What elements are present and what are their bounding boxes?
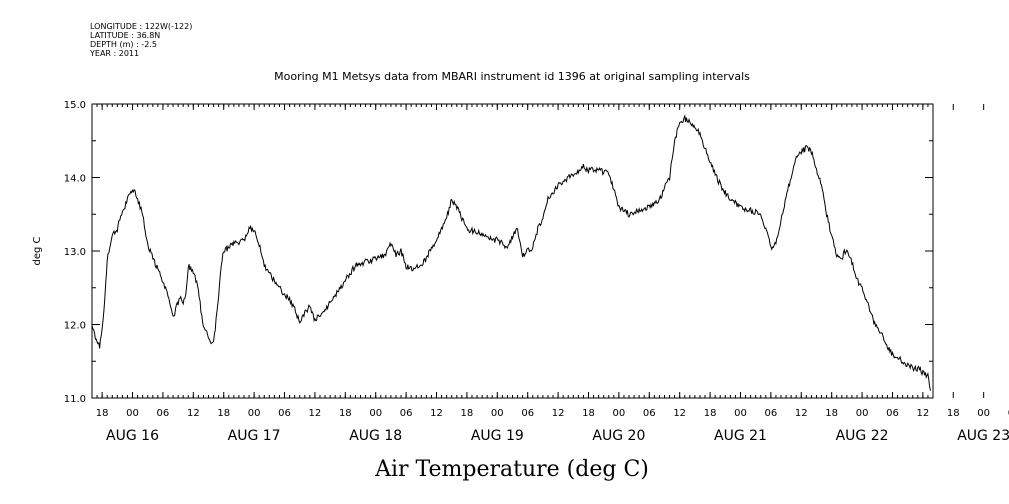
x-hour-label: 00 bbox=[491, 408, 504, 419]
y-tick-label: 12.0 bbox=[64, 321, 86, 332]
x-hour-label: 12 bbox=[552, 408, 565, 419]
x-hour-label: 00 bbox=[126, 408, 139, 419]
meta-longitude: LONGITUDE : 122W(-122) bbox=[90, 22, 192, 31]
y-tick-label: 13.0 bbox=[64, 247, 86, 258]
x-hour-label: 00 bbox=[248, 408, 261, 419]
x-hour-label: 06 bbox=[278, 408, 291, 419]
x-hour-label: 18 bbox=[461, 408, 474, 419]
x-hour-label: 18 bbox=[582, 408, 595, 419]
x-hour-label: 12 bbox=[673, 408, 686, 419]
x-axis-label: Air Temperature (deg C) bbox=[374, 457, 649, 482]
x-hour-label: 06 bbox=[643, 408, 656, 419]
meta-year: YEAR : 2011 bbox=[89, 49, 139, 58]
x-day-label: AUG 17 bbox=[228, 428, 281, 444]
x-axis-ticks: 18 00 06 12 18 00 06 12 18 00 06 12 18 00 06 12 18 00 06 12… bbox=[91, 104, 1009, 444]
x-hour-label: 00 bbox=[613, 408, 626, 419]
x-day-label: AUG 19 bbox=[471, 428, 524, 444]
x-hour-label: 18 bbox=[704, 408, 717, 419]
x-hour-label: 12 bbox=[795, 408, 808, 419]
x-hour-label: 00 bbox=[977, 408, 990, 419]
x-hour-label: 18 bbox=[217, 408, 230, 419]
y-axis-label: deg C bbox=[32, 236, 43, 265]
y-axis-ticks: 11.0 12.0 13.0 14.0 15.0 bbox=[64, 100, 933, 405]
x-hour-label: 00 bbox=[856, 408, 869, 419]
series-line-layer bbox=[91, 114, 931, 391]
x-hour-label: 06 bbox=[157, 408, 170, 419]
meta-latitude: LATITUDE : 36.8N bbox=[90, 31, 160, 40]
y-tick-label: 15.0 bbox=[64, 100, 86, 111]
x-hour-label: 12 bbox=[917, 408, 930, 419]
x-day-label: AUG 16 bbox=[106, 428, 159, 444]
x-hour-label: 18 bbox=[96, 408, 109, 419]
x-hour-label: 06 bbox=[521, 408, 534, 419]
meta-depth: DEPTH (m) : -2.5 bbox=[90, 40, 157, 49]
x-hour-label: 18 bbox=[339, 408, 352, 419]
chart-title: Mooring M1 Metsys data from MBARI instru… bbox=[274, 70, 750, 83]
x-hour-label: 12 bbox=[187, 408, 200, 419]
x-hour-label: 00 bbox=[369, 408, 382, 419]
x-day-label: AUG 21 bbox=[714, 428, 767, 444]
x-hour-label: 06 bbox=[765, 408, 778, 419]
series-line bbox=[91, 114, 931, 391]
x-hour-label: 12 bbox=[430, 408, 443, 419]
y-tick-label: 14.0 bbox=[64, 174, 86, 185]
x-hour-label: 06 bbox=[400, 408, 413, 419]
x-hour-label: 06 bbox=[886, 408, 899, 419]
x-day-label: AUG 23 bbox=[957, 428, 1009, 444]
x-hour-label: 00 bbox=[734, 408, 747, 419]
x-day-label: AUG 20 bbox=[592, 428, 645, 444]
x-hour-label: 18 bbox=[947, 408, 960, 419]
y-tick-label: 11.0 bbox=[64, 394, 86, 405]
x-hour-label: 18 bbox=[825, 408, 838, 419]
x-day-label: AUG 18 bbox=[349, 428, 402, 444]
plot-frame bbox=[91, 103, 934, 399]
x-hour-label: 12 bbox=[309, 408, 322, 419]
x-day-label: AUG 22 bbox=[836, 428, 889, 444]
x-hour-label: 06 bbox=[1008, 408, 1009, 419]
